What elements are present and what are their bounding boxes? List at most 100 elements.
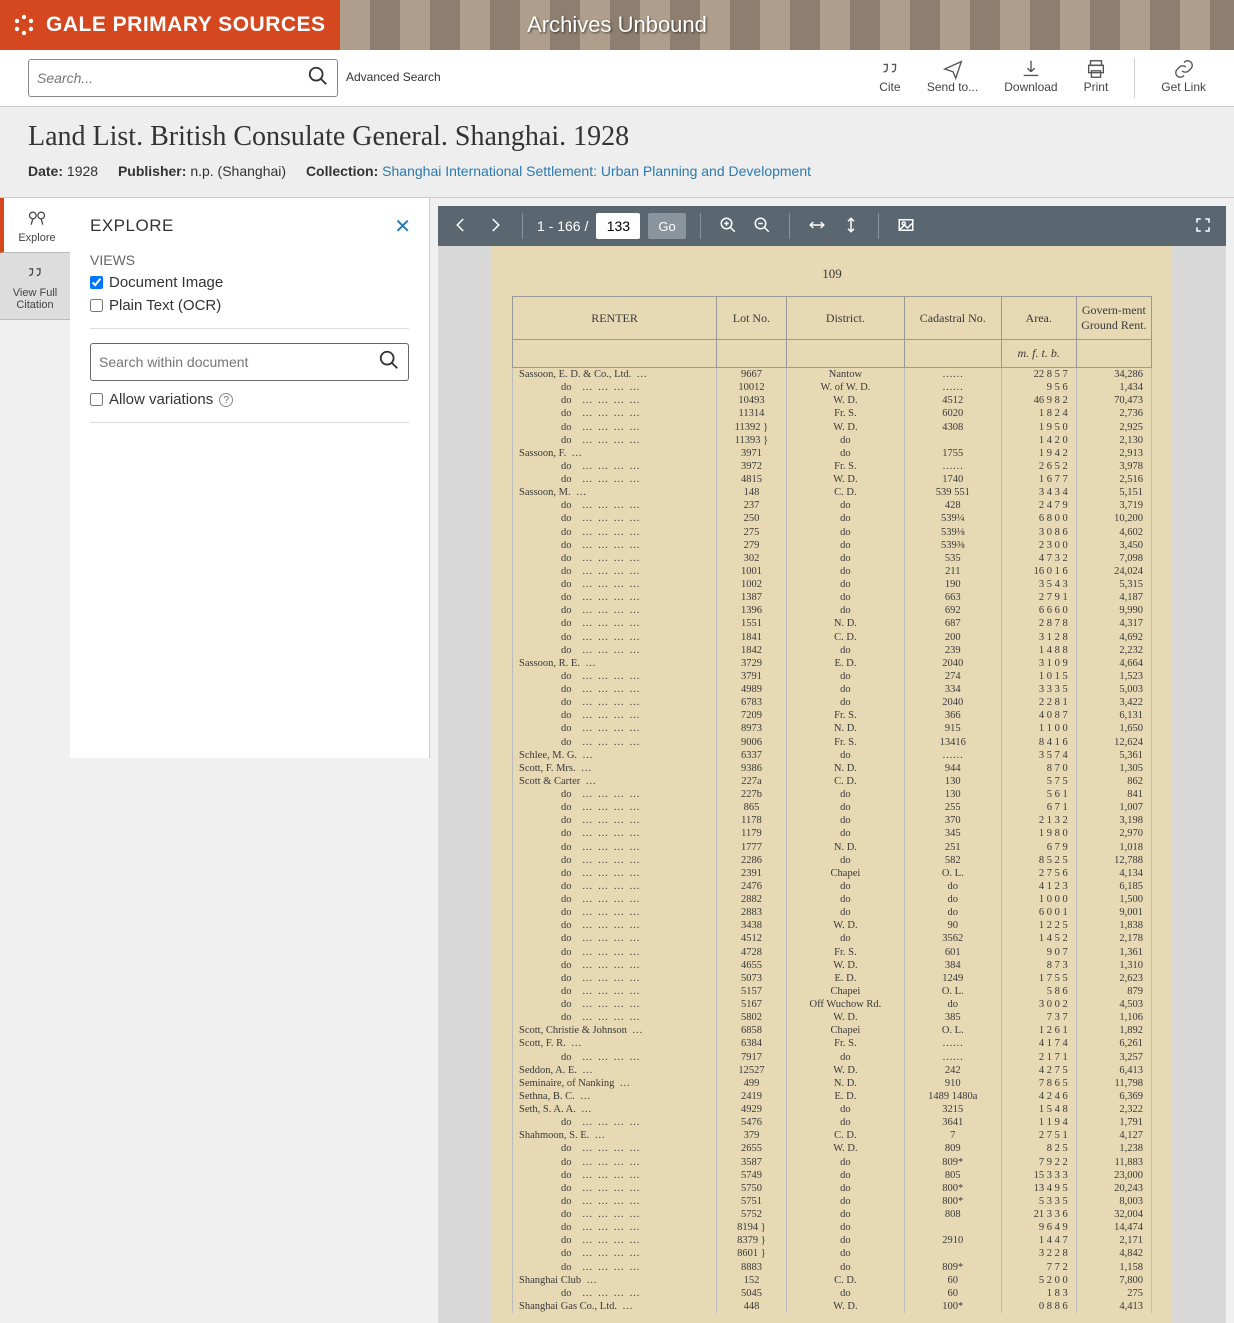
table-row: Seddon, A. E. …12527W. D.2424 2 7 56,413 [513,1064,1152,1077]
page-range: 1 - 166 / [537,218,588,234]
next-page-button[interactable] [482,212,508,241]
table-row: do … … … …5751do800*5 3 3 58,003 [513,1195,1152,1208]
tab-explore[interactable]: Explore [0,198,70,253]
main-area: Explore View Full Citation EXPLORE ✕ VIE… [0,198,1234,1323]
search-within-input[interactable] [99,354,378,370]
table-row: do … … … …1551N. D.6872 8 7 84,317 [513,617,1152,630]
table-row: do … … … …10012W. of W. D.……9 5 61,434 [513,381,1152,394]
table-row: do … … … …1002do1903 5 4 35,315 [513,578,1152,591]
view-document-image[interactable]: Document Image [90,274,409,291]
view-plain-text-ocr[interactable]: Plain Text (OCR) [90,297,409,314]
land-list-table: RENTER Lot No. District. Cadastral No. A… [512,296,1152,1313]
image-viewer-button[interactable] [893,212,919,241]
checkbox-allow-variations[interactable] [90,393,103,406]
document-title: Land List. British Consulate General. Sh… [28,121,1206,153]
col-lot: Lot No. [717,297,787,340]
table-row: Shanghai Club …152C. D.605 2 0 07,800 [513,1274,1152,1287]
checkbox-document-image[interactable] [90,276,103,289]
table-row: do … … … …279do539⅜2 3 0 03,450 [513,539,1152,552]
zoom-in-button[interactable] [715,212,741,241]
allow-variations[interactable]: Allow variations ? [90,391,409,408]
col-cadastral: Cadastral No. [904,297,1001,340]
search-icon[interactable] [378,349,400,376]
table-row: do … … … …865do2556 7 11,007 [513,801,1152,814]
table-row: do … … … …5167Off Wuchow Rd.do3 0 0 24,5… [513,998,1152,1011]
send-to-button[interactable]: Send to... [927,58,978,94]
table-row: do … … … …4655W. D.3848 7 31,310 [513,959,1152,972]
get-link-button[interactable]: Get Link [1161,58,1206,94]
table-row: do … … … …1842do2391 4 8 82,232 [513,644,1152,657]
table-row: Schlee, M. G. …6337do……3 5 7 45,361 [513,749,1152,762]
table-row: Scott, F. Mrs. …9386N. D.9448 7 01,305 [513,762,1152,775]
table-row: do … … … …11314Fr. S.60201 8 2 42,736 [513,407,1152,420]
search-icon[interactable] [307,65,329,92]
fit-height-button[interactable] [838,212,864,241]
document-metadata: Date: 1928 Publisher: n.p. (Shanghai) Co… [28,163,1206,179]
table-row: do … … … …275do539⅛3 0 8 64,602 [513,526,1152,539]
tab-view-full-citation[interactable]: View Full Citation [0,253,70,320]
search-tools-bar: Advanced Search Cite Send to... Download… [0,50,1234,107]
table-row: do … … … …2882dodo1 0 0 01,500 [513,893,1152,906]
prev-page-button[interactable] [448,212,474,241]
go-button[interactable]: Go [648,213,685,239]
table-row: do … … … …11392 }W. D.43081 9 5 02,925 [513,421,1152,434]
col-area: Area. [1001,297,1076,340]
table-row: do … … … …1001do21116 0 1 624,024 [513,565,1152,578]
table-row: do … … … …1777N. D.2516 7 91,018 [513,841,1152,854]
table-row: do … … … …6783do20402 2 8 13,422 [513,696,1152,709]
help-icon[interactable]: ? [219,393,233,407]
document-header: Land List. British Consulate General. Sh… [0,107,1234,198]
table-row: do … … … …5073E. D.12491 7 5 52,623 [513,972,1152,985]
table-row: do … … … …1387do6632 7 9 14,187 [513,591,1152,604]
table-row: do … … … …4989do3343 3 3 55,003 [513,683,1152,696]
table-row: do … … … …10493W. D.451246 9 8 270,473 [513,394,1152,407]
table-row: do … … … …3587do809*7 9 2 211,883 [513,1156,1152,1169]
table-row: Sassoon, F. …3971do17551 9 4 22,913 [513,447,1152,460]
table-row: Shanghai Gas Co., Ltd. …448W. D.100*0 8 … [513,1300,1152,1313]
page-number-printed: 109 [512,266,1152,282]
collection-link[interactable]: Shanghai International Settlement: Urban… [382,163,811,179]
checkbox-plain-text[interactable] [90,299,103,312]
table-row: do … … … …9006Fr. S.134168 4 1 612,624 [513,736,1152,749]
table-row: do … … … …7209Fr. S.3664 0 8 76,131 [513,709,1152,722]
col-district: District. [786,297,904,340]
search-input[interactable] [37,70,307,86]
table-row: Sassoon, M. …148C. D.539 5513 4 3 45,151 [513,486,1152,499]
table-row: do … … … …5749do80515 3 3 323,000 [513,1169,1152,1182]
document-viewer: 1 - 166 / Go 109 RENTER Lot No. [438,206,1226,1323]
cite-button[interactable]: Cite [879,58,901,94]
table-row: Shahmoon, S. E. …379C. D.72 7 5 14,127 [513,1129,1152,1142]
search-within-document[interactable] [90,343,409,381]
global-search[interactable] [28,59,338,97]
table-row: do … … … …5045do601 8 3275 [513,1287,1152,1300]
table-row: Seminaire, of Nanking …499N. D.9107 8 6 … [513,1077,1152,1090]
fullscreen-button[interactable] [1190,212,1216,241]
views-label: VIEWS [90,252,409,268]
table-row: do … … … …1179do3451 9 8 02,970 [513,827,1152,840]
table-row: do … … … …5476do36411 1 9 41,791 [513,1116,1152,1129]
print-button[interactable]: Print [1084,58,1109,94]
table-row: do … … … …11393 }do1 4 2 02,130 [513,434,1152,447]
table-row: do … … … …5802W. D.3857 3 71,106 [513,1011,1152,1024]
table-row: do … … … …3791do2741 0 1 51,523 [513,670,1152,683]
table-row: do … … … …7917do……2 1 7 13,257 [513,1051,1152,1064]
zoom-out-button[interactable] [749,212,775,241]
fit-width-button[interactable] [804,212,830,241]
table-row: Sethna, B. C. …2419E. D.1489 1480a4 2 4 … [513,1090,1152,1103]
advanced-search-link[interactable]: Advanced Search [346,71,441,84]
table-row: do … … … …5750do800*13 4 9 520,243 [513,1182,1152,1195]
viewer-toolbar: 1 - 166 / Go [438,206,1226,246]
table-row: do … … … …8194 }do9 6 4 914,474 [513,1221,1152,1234]
close-icon[interactable]: ✕ [394,214,411,239]
tool-separator [1134,58,1135,98]
table-row: do … … … …2476dodo4 1 2 36,185 [513,880,1152,893]
table-row: do … … … …1841C. D.2003 1 2 84,692 [513,631,1152,644]
download-button[interactable]: Download [1004,58,1057,94]
table-row: do … … … …5157ChapeiO. L.5 8 6879 [513,985,1152,998]
page-canvas[interactable]: 109 RENTER Lot No. District. Cadastral N… [438,246,1226,1323]
brand-logo[interactable]: GALE PRIMARY SOURCES [0,13,326,37]
divider [90,422,409,423]
page-number-input[interactable] [596,213,640,239]
col-renter: RENTER [513,297,717,340]
table-row: do … … … …1396do6926 6 6 09,990 [513,604,1152,617]
